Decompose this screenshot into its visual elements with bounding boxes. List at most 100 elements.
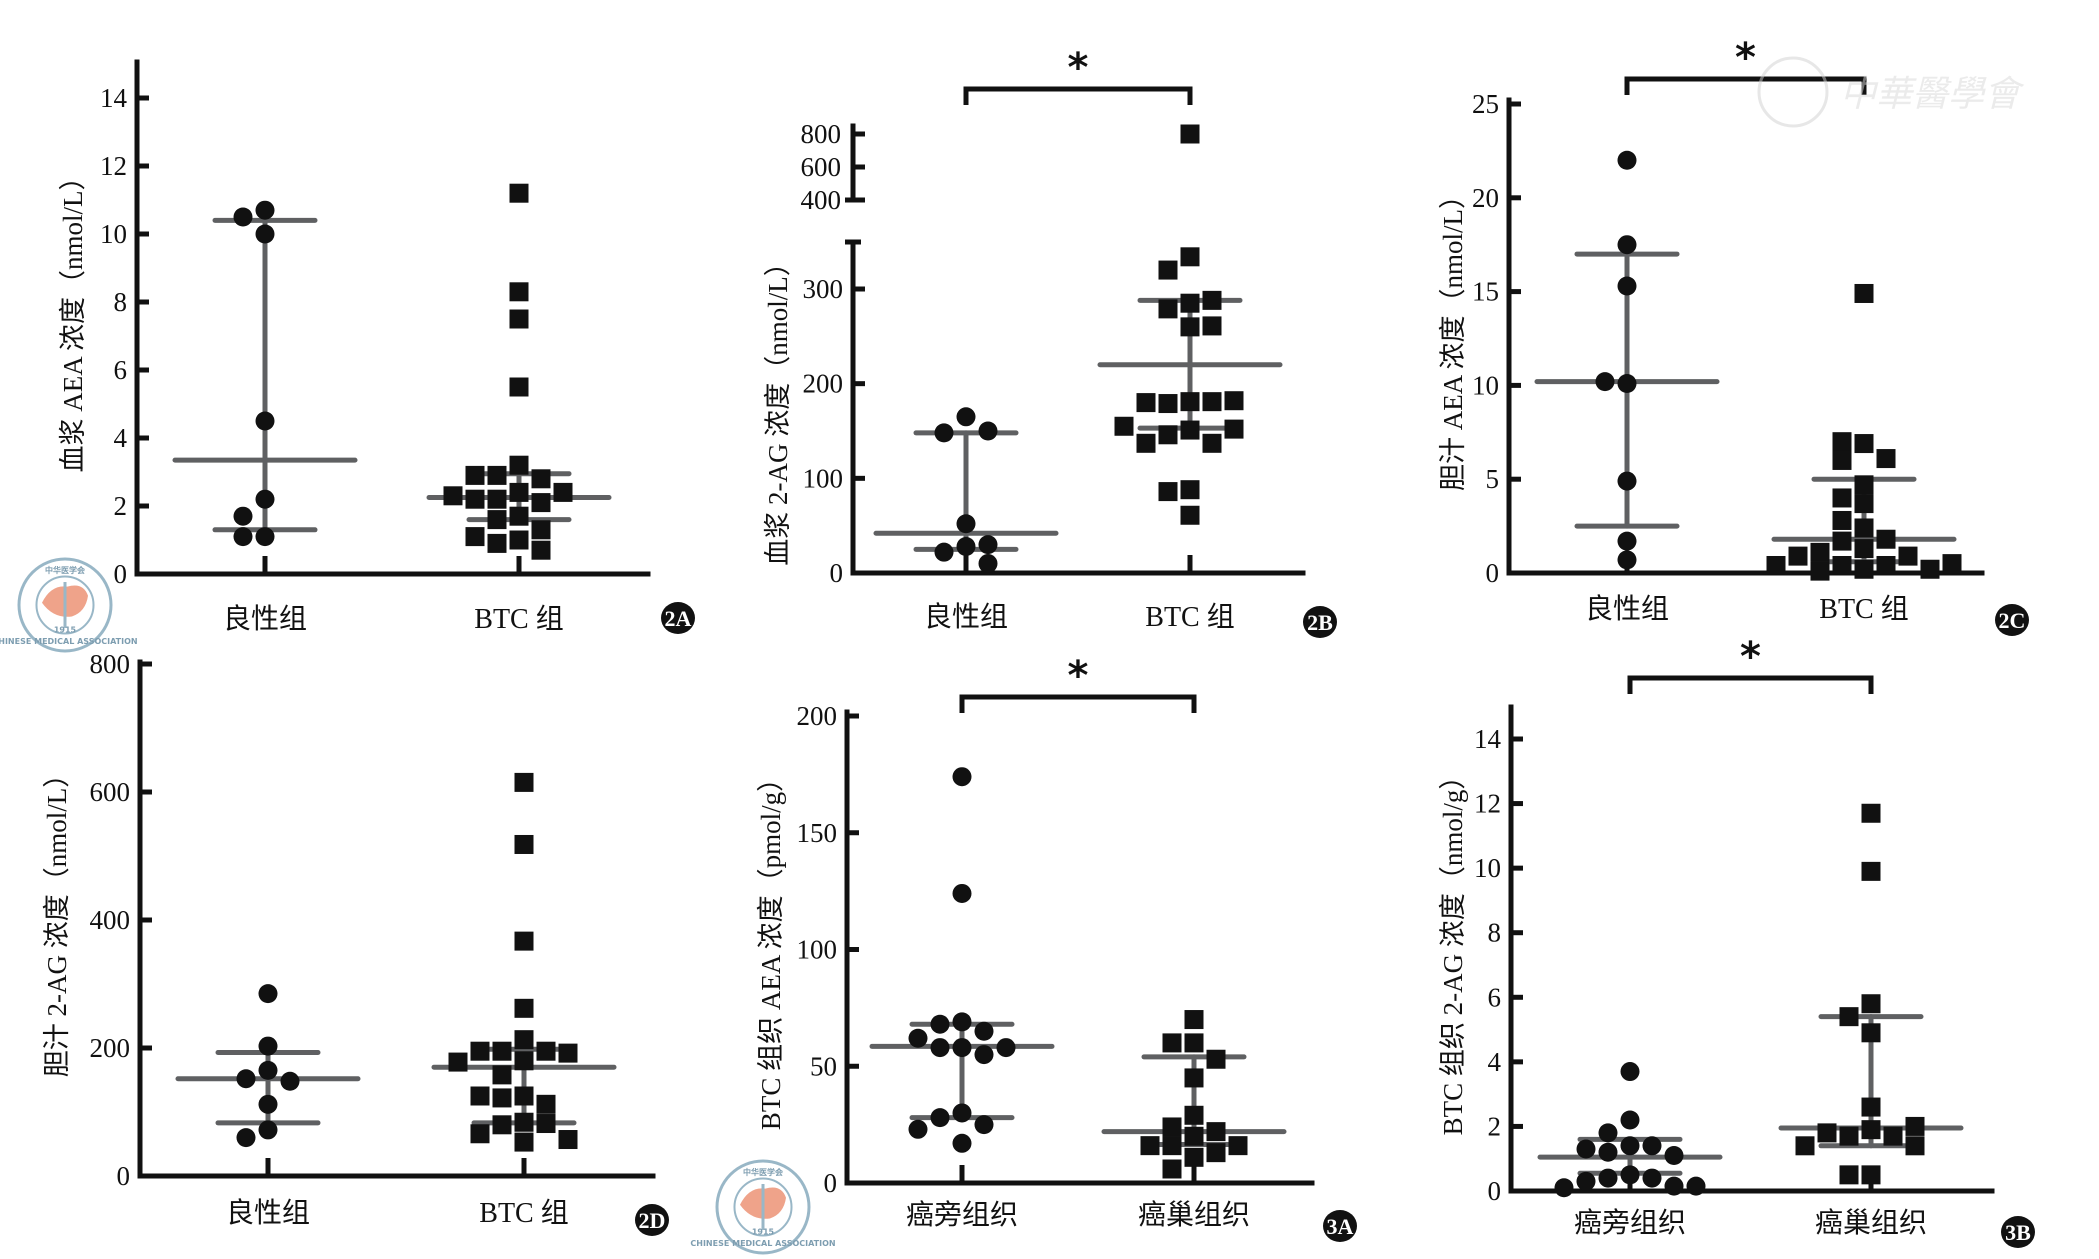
data-point — [952, 1133, 972, 1153]
data-point — [1883, 1126, 1903, 1146]
y-tick-label: 400 — [801, 185, 842, 215]
data-point — [236, 1069, 256, 1089]
data-point — [1817, 1123, 1837, 1143]
category-label: 良性组 — [223, 603, 307, 635]
data-point — [1202, 290, 1222, 310]
data-point — [1832, 510, 1852, 530]
data-point — [465, 489, 485, 509]
y-tick-label: 0 — [114, 559, 128, 589]
data-point — [1114, 416, 1134, 436]
watermark-logo-left-bottom: 中华医学会 CHINESE MEDICAL ASSOCIATION 1915 — [690, 1159, 836, 1255]
data-point — [1140, 1136, 1160, 1156]
y-tick-label: 2 — [114, 491, 128, 521]
data-point — [1832, 450, 1852, 470]
y-tick-label: 200 — [90, 1033, 131, 1063]
category-label: BTC 组 — [479, 1197, 568, 1229]
data-point — [1202, 316, 1222, 336]
data-point — [465, 465, 485, 485]
data-point — [509, 309, 529, 329]
data-point — [1162, 1159, 1182, 1179]
panel-badge — [2001, 1216, 2035, 1248]
significance-bracket — [1627, 675, 1874, 694]
category-label: BTC 组 — [474, 603, 563, 635]
panel-badge — [1303, 606, 1337, 638]
data-point — [1180, 124, 1200, 144]
data-point — [443, 486, 463, 506]
data-point — [1617, 550, 1637, 570]
y-tick-label: 150 — [797, 818, 838, 848]
data-point — [1180, 480, 1200, 500]
data-point — [934, 423, 954, 443]
logo-year-text: 1915 — [54, 626, 77, 635]
y-tick-label: 400 — [90, 905, 131, 935]
data-point — [1158, 394, 1178, 414]
data-point — [1920, 559, 1940, 579]
y-tick-label: 14 — [1474, 724, 1502, 754]
data-point — [536, 1094, 556, 1114]
data-point — [1180, 247, 1200, 267]
data-point — [1832, 555, 1852, 575]
data-point — [1180, 392, 1200, 412]
data-point — [536, 1041, 556, 1061]
data-point — [1576, 1171, 1596, 1191]
data-point — [1184, 1126, 1204, 1146]
data-point — [465, 527, 485, 547]
data-point — [509, 482, 529, 502]
data-point — [1664, 1145, 1684, 1165]
data-point — [1854, 494, 1874, 514]
data-point — [952, 1038, 972, 1058]
y-tick-label: 14 — [100, 83, 128, 113]
logo-inner-ring — [733, 1177, 793, 1237]
data-point — [908, 1119, 928, 1139]
y-tick-label: 6 — [114, 355, 128, 385]
watermark-top-right: 中華醫學會 — [1757, 56, 2025, 128]
data-point — [255, 411, 275, 431]
panel-badge — [635, 1204, 669, 1236]
data-point — [1861, 1165, 1881, 1185]
logo-bottom-text: CHINESE MEDICAL ASSOCIATION — [0, 637, 138, 646]
y-tick-label: 0 — [824, 1168, 838, 1198]
category-label: BTC 组 — [1145, 601, 1234, 633]
y-tick-label: 20 — [1472, 183, 1499, 213]
data-point — [974, 1115, 994, 1135]
data-point — [1136, 393, 1156, 413]
data-point — [1905, 1136, 1925, 1156]
y-tick-label: 15 — [1472, 277, 1499, 307]
data-point — [509, 282, 529, 302]
data-point — [1832, 488, 1852, 508]
data-point — [908, 1028, 928, 1048]
data-point — [233, 527, 253, 547]
data-point — [952, 883, 972, 903]
data-point — [1158, 425, 1178, 445]
y-tick-label: 10 — [1474, 853, 1501, 883]
category-label: 癌旁组织 — [1574, 1207, 1686, 1239]
y-tick-label: 800 — [90, 649, 131, 679]
data-point — [1642, 1136, 1662, 1156]
data-point — [487, 510, 507, 530]
data-point — [974, 1045, 994, 1065]
watermark-logo-left-top: 中华医学会 CHINESE MEDICAL ASSOCIATION 1915 — [0, 557, 138, 653]
data-point — [514, 1086, 534, 1106]
category-label: 良性组 — [1585, 593, 1669, 625]
data-point — [1598, 1142, 1618, 1162]
data-point — [1180, 317, 1200, 337]
category-label: 癌旁组织 — [906, 1199, 1018, 1231]
data-point — [1620, 1136, 1640, 1156]
data-point — [1620, 1062, 1640, 1082]
data-point — [1158, 482, 1178, 502]
y-tick-label: 0 — [830, 558, 844, 588]
data-point — [536, 1114, 556, 1134]
data-point — [558, 1043, 578, 1063]
y-tick-label: 12 — [100, 151, 127, 181]
data-point — [1617, 235, 1637, 255]
data-point — [1136, 433, 1156, 453]
data-point — [1810, 542, 1830, 562]
data-point — [1620, 1110, 1640, 1130]
data-point — [492, 1041, 512, 1061]
data-point — [1788, 546, 1808, 566]
significance-star: * — [1740, 634, 1761, 680]
data-point — [1795, 1136, 1815, 1156]
data-point — [470, 1124, 490, 1144]
